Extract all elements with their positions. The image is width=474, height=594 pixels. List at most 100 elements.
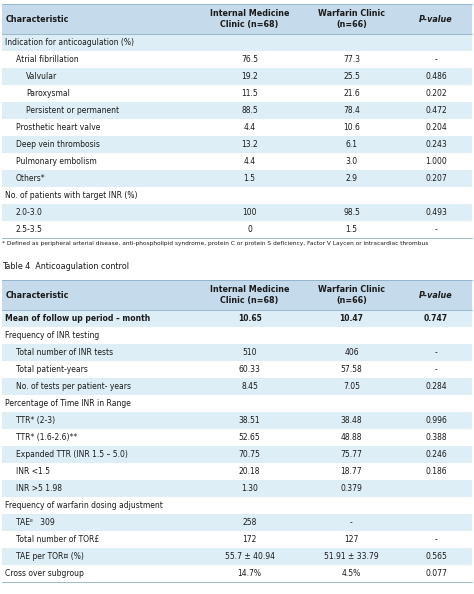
Text: 20.18: 20.18 <box>239 467 260 476</box>
Text: 10.65: 10.65 <box>237 314 262 323</box>
Text: 60.33: 60.33 <box>238 365 261 374</box>
Text: 38.48: 38.48 <box>341 416 362 425</box>
Text: -: - <box>435 225 438 234</box>
Bar <box>2 395 472 412</box>
Text: 1.5: 1.5 <box>244 174 255 183</box>
Text: 70.75: 70.75 <box>238 450 261 459</box>
Text: Expanded TTR (INR 1.5 – 5.0): Expanded TTR (INR 1.5 – 5.0) <box>16 450 128 459</box>
Text: TAE per TOR¤ (%): TAE per TOR¤ (%) <box>16 552 83 561</box>
Text: 77.3: 77.3 <box>343 55 360 64</box>
Text: 10.6: 10.6 <box>343 123 360 132</box>
Bar <box>2 170 472 187</box>
Text: P-value: P-value <box>419 290 453 299</box>
Text: * Defined as peripheral arterial disease, anti-phospholipid syndrome, protein C : * Defined as peripheral arterial disease… <box>2 241 429 246</box>
Text: Prosthetic heart valve: Prosthetic heart valve <box>16 123 100 132</box>
Text: -: - <box>435 348 438 357</box>
Text: 18.77: 18.77 <box>341 467 362 476</box>
Text: 51.91 ± 33.79: 51.91 ± 33.79 <box>324 552 379 561</box>
Text: Indication for anticoagulation (%): Indication for anticoagulation (%) <box>5 38 134 47</box>
Text: -: - <box>435 55 438 64</box>
Text: TAEᴱ   309: TAEᴱ 309 <box>16 518 55 527</box>
Text: 19.2: 19.2 <box>241 72 258 81</box>
Text: Internal Medicine
Clinic (n=68): Internal Medicine Clinic (n=68) <box>210 10 289 29</box>
Text: 1.30: 1.30 <box>241 484 258 493</box>
Text: 55.7 ± 40.94: 55.7 ± 40.94 <box>225 552 274 561</box>
Bar <box>2 153 472 170</box>
Text: 11.5: 11.5 <box>241 89 258 98</box>
Text: 98.5: 98.5 <box>343 208 360 217</box>
Text: 0.186: 0.186 <box>425 467 447 476</box>
Bar <box>2 361 472 378</box>
Text: 0.388: 0.388 <box>425 433 447 442</box>
Bar <box>2 565 472 582</box>
Bar <box>2 378 472 395</box>
Text: Deep vein thrombosis: Deep vein thrombosis <box>16 140 100 149</box>
Text: 1.000: 1.000 <box>425 157 447 166</box>
Text: 0.077: 0.077 <box>425 569 447 578</box>
Text: 76.5: 76.5 <box>241 55 258 64</box>
Text: Mean of follow up period – month: Mean of follow up period – month <box>5 314 150 323</box>
Bar <box>2 4 472 34</box>
Text: 0.204: 0.204 <box>425 123 447 132</box>
Text: 0.243: 0.243 <box>425 140 447 149</box>
Text: Table 4  Anticoagulation control: Table 4 Anticoagulation control <box>2 262 129 271</box>
Bar <box>2 85 472 102</box>
Text: 6.1: 6.1 <box>346 140 357 149</box>
Bar <box>2 446 472 463</box>
Text: 75.77: 75.77 <box>340 450 363 459</box>
Text: 4.4: 4.4 <box>244 123 255 132</box>
Bar <box>2 136 472 153</box>
Text: TTR* (2-3): TTR* (2-3) <box>16 416 55 425</box>
Text: 4.5%: 4.5% <box>342 569 361 578</box>
Text: 100: 100 <box>242 208 257 217</box>
Text: 0.202: 0.202 <box>425 89 447 98</box>
Text: 172: 172 <box>242 535 257 544</box>
Text: 1.5: 1.5 <box>346 225 357 234</box>
Bar <box>2 497 472 514</box>
Text: 8.45: 8.45 <box>241 382 258 391</box>
Text: 258: 258 <box>242 518 257 527</box>
Bar <box>2 310 472 327</box>
Text: TTR* (1.6-2.6)**: TTR* (1.6-2.6)** <box>16 433 77 442</box>
Bar <box>2 480 472 497</box>
Text: 3.0: 3.0 <box>346 157 357 166</box>
Text: 57.58: 57.58 <box>341 365 362 374</box>
Text: 0.996: 0.996 <box>425 416 447 425</box>
Text: Total number of TOR£: Total number of TOR£ <box>16 535 99 544</box>
Text: Warfarin Clinic
(n=66): Warfarin Clinic (n=66) <box>318 10 385 29</box>
Text: 127: 127 <box>344 535 359 544</box>
Text: -: - <box>350 518 353 527</box>
Text: 38.51: 38.51 <box>239 416 260 425</box>
Bar <box>2 531 472 548</box>
Text: Cross over subgroup: Cross over subgroup <box>5 569 84 578</box>
Text: INR >5 1.98: INR >5 1.98 <box>16 484 62 493</box>
Text: 406: 406 <box>344 348 359 357</box>
Bar <box>2 327 472 344</box>
Text: Characteristic: Characteristic <box>5 14 69 24</box>
Text: Frequency of INR testing: Frequency of INR testing <box>5 331 100 340</box>
Text: 0.472: 0.472 <box>425 106 447 115</box>
Bar <box>2 119 472 136</box>
Bar <box>2 344 472 361</box>
Text: Internal Medicine
Clinic (n=68): Internal Medicine Clinic (n=68) <box>210 285 289 305</box>
Text: Frequency of warfarin dosing adjustment: Frequency of warfarin dosing adjustment <box>5 501 163 510</box>
Text: Atrial fibrillation: Atrial fibrillation <box>16 55 78 64</box>
Text: 48.88: 48.88 <box>341 433 362 442</box>
Bar <box>2 187 472 204</box>
Text: 0.565: 0.565 <box>425 552 447 561</box>
Text: 0.747: 0.747 <box>424 314 448 323</box>
Text: Pulmonary embolism: Pulmonary embolism <box>16 157 96 166</box>
Text: 0.284: 0.284 <box>425 382 447 391</box>
Text: 0.493: 0.493 <box>425 208 447 217</box>
Text: 52.65: 52.65 <box>239 433 260 442</box>
Text: 78.4: 78.4 <box>343 106 360 115</box>
Text: 0.379: 0.379 <box>340 484 363 493</box>
Text: 510: 510 <box>242 348 257 357</box>
Bar <box>2 548 472 565</box>
Bar <box>2 68 472 85</box>
Text: Others*: Others* <box>16 174 46 183</box>
Text: 0.246: 0.246 <box>425 450 447 459</box>
Text: 14.7%: 14.7% <box>237 569 262 578</box>
Text: -: - <box>435 365 438 374</box>
Text: INR <1.5: INR <1.5 <box>16 467 50 476</box>
